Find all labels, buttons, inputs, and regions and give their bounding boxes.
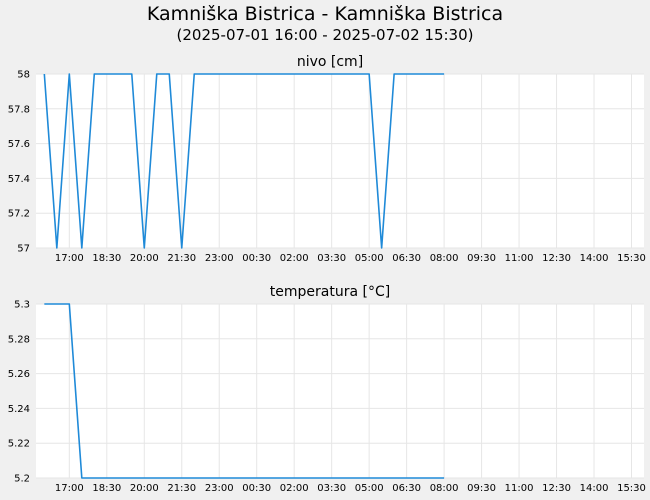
x-tick-label: 20:00: [130, 253, 159, 264]
y-tick-label: 5.26: [8, 369, 30, 380]
x-tick-label: 09:30: [467, 253, 496, 264]
panel-title: nivo [cm]: [297, 54, 363, 70]
x-tick-label: 06:30: [392, 483, 421, 494]
x-tick-label: 03:30: [317, 253, 346, 264]
y-tick-label: 5.24: [8, 404, 30, 415]
x-tick-label: 17:00: [55, 253, 84, 264]
x-tick-label: 21:30: [167, 253, 196, 264]
chart-title: Kamniška Bistrica - Kamniška Bistrica: [146, 3, 504, 25]
y-tick-label: 57.2: [8, 209, 30, 220]
chart-panel: 58 57.8 57.6 57.4 57.2 57 17:00 18:30 20:00 21:30…: [8, 54, 646, 264]
x-tick-label: 02:00: [280, 253, 309, 264]
x-tick-label: 08:00: [430, 253, 459, 264]
chart-panel: 5.3 5.28 5.26 5.24 5.22 5.2 17:00 18:30 20:00 21:…: [8, 284, 646, 494]
x-tick-label: 05:00: [355, 253, 384, 264]
y-tick-label: 57.4: [8, 174, 30, 185]
x-tick-label: 02:00: [280, 483, 309, 494]
y-tick-label: 57: [17, 244, 30, 255]
x-tick-label: 09:30: [467, 483, 496, 494]
x-tick-label: 23:00: [205, 253, 234, 264]
y-tick-label: 5.22: [8, 439, 30, 450]
y-tick-label: 57.8: [8, 104, 30, 115]
x-tick-label: 12:30: [542, 253, 571, 264]
x-tick-label: 15:30: [617, 253, 646, 264]
x-tick-label: 05:00: [355, 483, 384, 494]
x-tick-label: 12:30: [542, 483, 571, 494]
series-line: [43, 73, 445, 249]
chart-subtitle: (2025-07-01 16:00 - 2025-07-02 15:30): [176, 26, 474, 44]
panel-title: temperatura [°C]: [270, 284, 390, 300]
x-tick-label: 03:30: [317, 483, 346, 494]
y-tick-label: 5.3: [14, 300, 30, 311]
x-tick-label: 23:00: [205, 483, 234, 494]
series-line: [44, 303, 445, 479]
y-tick-label: 5.2: [14, 474, 30, 485]
x-tick-label: 14:00: [580, 253, 609, 264]
plot-area: [36, 74, 644, 248]
y-tick-label: 57.6: [8, 139, 30, 150]
x-tick-label: 15:30: [617, 483, 646, 494]
x-tick-label: 08:00: [430, 483, 459, 494]
x-tick-label: 00:30: [242, 253, 271, 264]
y-tick-label: 58: [17, 70, 30, 81]
x-tick-label: 00:30: [242, 483, 271, 494]
y-tick-label: 5.28: [8, 334, 30, 345]
x-tick-label: 14:00: [580, 483, 609, 494]
plot-area: [36, 304, 644, 478]
x-tick-label: 11:00: [505, 253, 534, 264]
x-tick-label: 06:30: [392, 253, 421, 264]
x-tick-label: 18:30: [92, 253, 121, 264]
x-tick-label: 21:30: [167, 483, 196, 494]
x-tick-label: 18:30: [92, 483, 121, 494]
x-tick-label: 17:00: [55, 483, 84, 494]
x-tick-label: 20:00: [130, 483, 159, 494]
x-tick-label: 11:00: [505, 483, 534, 494]
